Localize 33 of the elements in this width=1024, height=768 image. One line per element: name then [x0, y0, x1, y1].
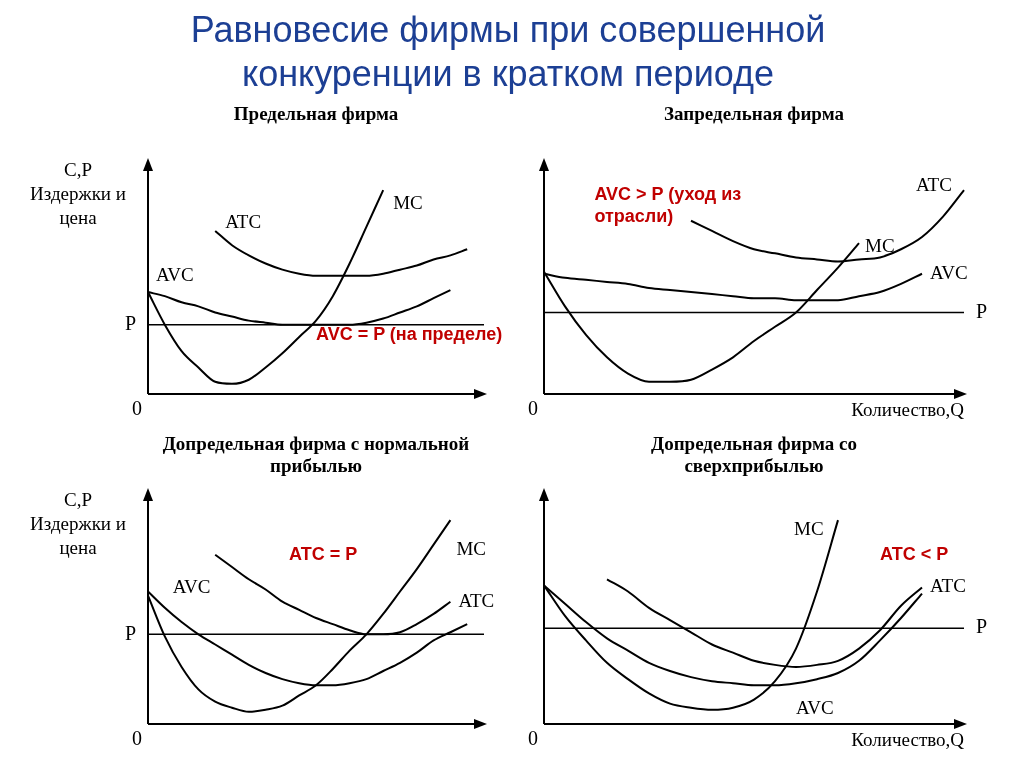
series-label: MC — [865, 235, 895, 257]
text: 0 — [528, 727, 538, 750]
y-axis-title: C,P Издержки и цена — [30, 489, 126, 559]
text: 0 — [132, 397, 142, 420]
series-label: ATC — [225, 210, 262, 232]
series-label: MC — [794, 518, 824, 540]
series-label: MC — [456, 538, 486, 560]
series-label: AVC — [172, 575, 211, 597]
text: 0 — [132, 727, 142, 750]
text: Равновесие фирмы при совершенной конкуренции в кратком периоде — [189, 8, 827, 96]
series-label: ATC — [930, 575, 966, 597]
chart-title: Допредельная фирма с нормальной прибылью — [162, 433, 470, 477]
series-label: ATC — [916, 174, 952, 196]
chart-title: Предельная фирма — [233, 103, 399, 125]
text: 0 — [528, 397, 538, 420]
y-axis-title: C,P Издержки и цена — [30, 159, 126, 229]
x-axis-title: Количество,Q — [851, 729, 965, 751]
chart-title: Допредельная фирма со сверхприбылью — [651, 433, 857, 477]
ref-line-label: P — [976, 615, 988, 638]
ref-line-label: P — [976, 299, 988, 322]
series-label: AVC — [796, 697, 834, 719]
ref-line-label: P — [124, 311, 136, 334]
series-label: AVC — [156, 264, 194, 286]
annotation: AVC = P (на пределе) — [316, 324, 503, 345]
ref-line-label: P — [124, 621, 136, 644]
series-label: MC — [393, 192, 423, 214]
x-axis-title: Количество,Q — [851, 399, 965, 421]
annotation: ATC = P — [289, 543, 358, 564]
annotation: ATC < P — [880, 543, 949, 564]
series-label: ATC — [458, 589, 495, 611]
series-label: AVC — [930, 261, 968, 283]
chart-title: Запредельная фирма — [664, 103, 845, 125]
annotation: AVC > P (уход из отрасли) — [594, 184, 742, 227]
